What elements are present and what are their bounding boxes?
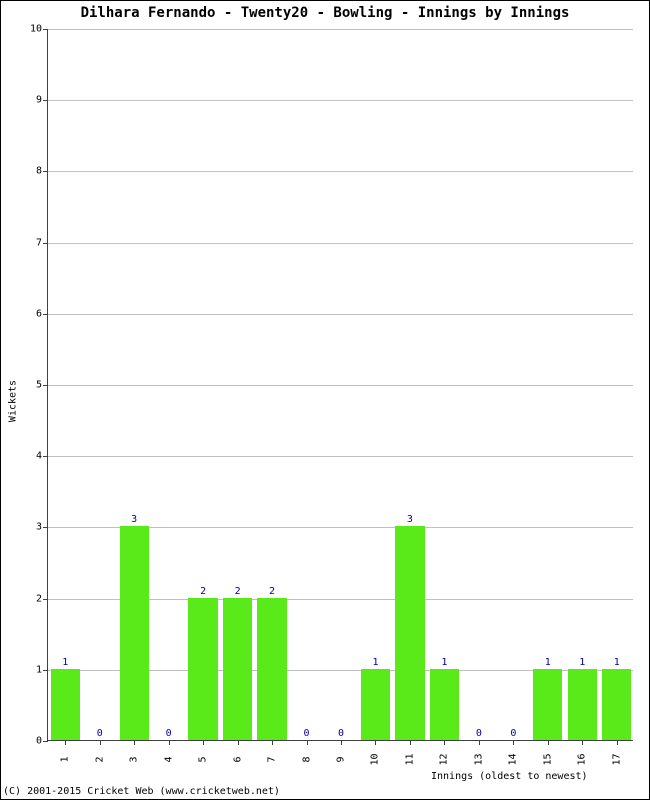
bar <box>533 669 562 740</box>
ytick-label: 8 <box>36 166 42 177</box>
bar <box>602 669 631 740</box>
xtick-label: 17 <box>611 753 622 765</box>
xtick-mark <box>272 740 273 745</box>
gridline <box>48 456 633 457</box>
xtick-label: 14 <box>508 753 519 765</box>
ytick-label: 0 <box>36 736 42 747</box>
ytick-mark <box>43 100 48 101</box>
ytick-label: 9 <box>36 95 42 106</box>
gridline <box>48 29 633 30</box>
bar <box>568 669 597 740</box>
bar <box>257 598 286 740</box>
xtick-mark <box>203 740 204 745</box>
copyright-text: (C) 2001-2015 Cricket Web (www.cricketwe… <box>3 786 280 797</box>
xtick-label: 12 <box>439 753 450 765</box>
ytick-mark <box>43 670 48 671</box>
y-axis-label: Wickets <box>8 380 19 422</box>
ytick-label: 7 <box>36 237 42 248</box>
gridline <box>48 171 633 172</box>
bar-value-label: 0 <box>338 728 344 739</box>
bar-value-label: 2 <box>235 586 241 597</box>
ytick-mark <box>43 741 48 742</box>
xtick-mark <box>169 740 170 745</box>
xtick-label: 5 <box>198 756 209 762</box>
bar-value-label: 0 <box>510 728 516 739</box>
xtick-label: 7 <box>267 756 278 762</box>
bar-value-label: 1 <box>614 657 620 668</box>
xtick-label: 11 <box>404 753 415 765</box>
bar-value-label: 2 <box>200 586 206 597</box>
bar-value-label: 1 <box>545 657 551 668</box>
ytick-mark <box>43 385 48 386</box>
bar <box>51 669 80 740</box>
ytick-mark <box>43 171 48 172</box>
xtick-mark <box>134 740 135 745</box>
gridline <box>48 243 633 244</box>
xtick-mark <box>307 740 308 745</box>
xtick-mark <box>65 740 66 745</box>
bar-value-label: 2 <box>269 586 275 597</box>
bar-value-label: 1 <box>441 657 447 668</box>
xtick-label: 2 <box>94 756 105 762</box>
bar <box>395 526 424 740</box>
xtick-label: 9 <box>336 756 347 762</box>
xtick-label: 1 <box>60 756 71 762</box>
ytick-label: 4 <box>36 451 42 462</box>
ytick-label: 10 <box>30 24 42 35</box>
xtick-mark <box>375 740 376 745</box>
bar-value-label: 1 <box>579 657 585 668</box>
bar-value-label: 0 <box>304 728 310 739</box>
xtick-label: 16 <box>577 753 588 765</box>
ytick-mark <box>43 456 48 457</box>
bar <box>361 669 390 740</box>
plot-area: 0123456789101120334052627280901011131211… <box>47 29 633 741</box>
ytick-label: 2 <box>36 593 42 604</box>
gridline <box>48 385 633 386</box>
ytick-mark <box>43 527 48 528</box>
bar <box>188 598 217 740</box>
ytick-label: 5 <box>36 380 42 391</box>
xtick-label: 13 <box>473 753 484 765</box>
xtick-mark <box>100 740 101 745</box>
bar-value-label: 1 <box>62 657 68 668</box>
xtick-mark <box>513 740 514 745</box>
bar <box>120 526 149 740</box>
x-axis-label: Innings (oldest to newest) <box>431 771 588 782</box>
xtick-mark <box>617 740 618 745</box>
xtick-label: 15 <box>542 753 553 765</box>
ytick-mark <box>43 29 48 30</box>
bar <box>430 669 459 740</box>
ytick-mark <box>43 243 48 244</box>
xtick-mark <box>479 740 480 745</box>
ytick-label: 1 <box>36 664 42 675</box>
gridline <box>48 314 633 315</box>
bar-value-label: 3 <box>131 514 137 525</box>
ytick-mark <box>43 314 48 315</box>
bar-value-label: 0 <box>97 728 103 739</box>
xtick-label: 4 <box>163 756 174 762</box>
xtick-mark <box>582 740 583 745</box>
ytick-label: 6 <box>36 308 42 319</box>
ytick-mark <box>43 599 48 600</box>
xtick-mark <box>341 740 342 745</box>
xtick-label: 3 <box>129 756 140 762</box>
ytick-label: 3 <box>36 522 42 533</box>
bar <box>223 598 252 740</box>
xtick-mark <box>548 740 549 745</box>
chart-title: Dilhara Fernando - Twenty20 - Bowling - … <box>1 5 649 21</box>
xtick-label: 10 <box>370 753 381 765</box>
gridline <box>48 100 633 101</box>
xtick-mark <box>238 740 239 745</box>
bar-value-label: 3 <box>407 514 413 525</box>
xtick-mark <box>410 740 411 745</box>
xtick-label: 8 <box>301 756 312 762</box>
xtick-mark <box>444 740 445 745</box>
chart-container: Dilhara Fernando - Twenty20 - Bowling - … <box>0 0 650 800</box>
xtick-label: 6 <box>232 756 243 762</box>
bar-value-label: 0 <box>476 728 482 739</box>
bar-value-label: 0 <box>166 728 172 739</box>
bar-value-label: 1 <box>372 657 378 668</box>
